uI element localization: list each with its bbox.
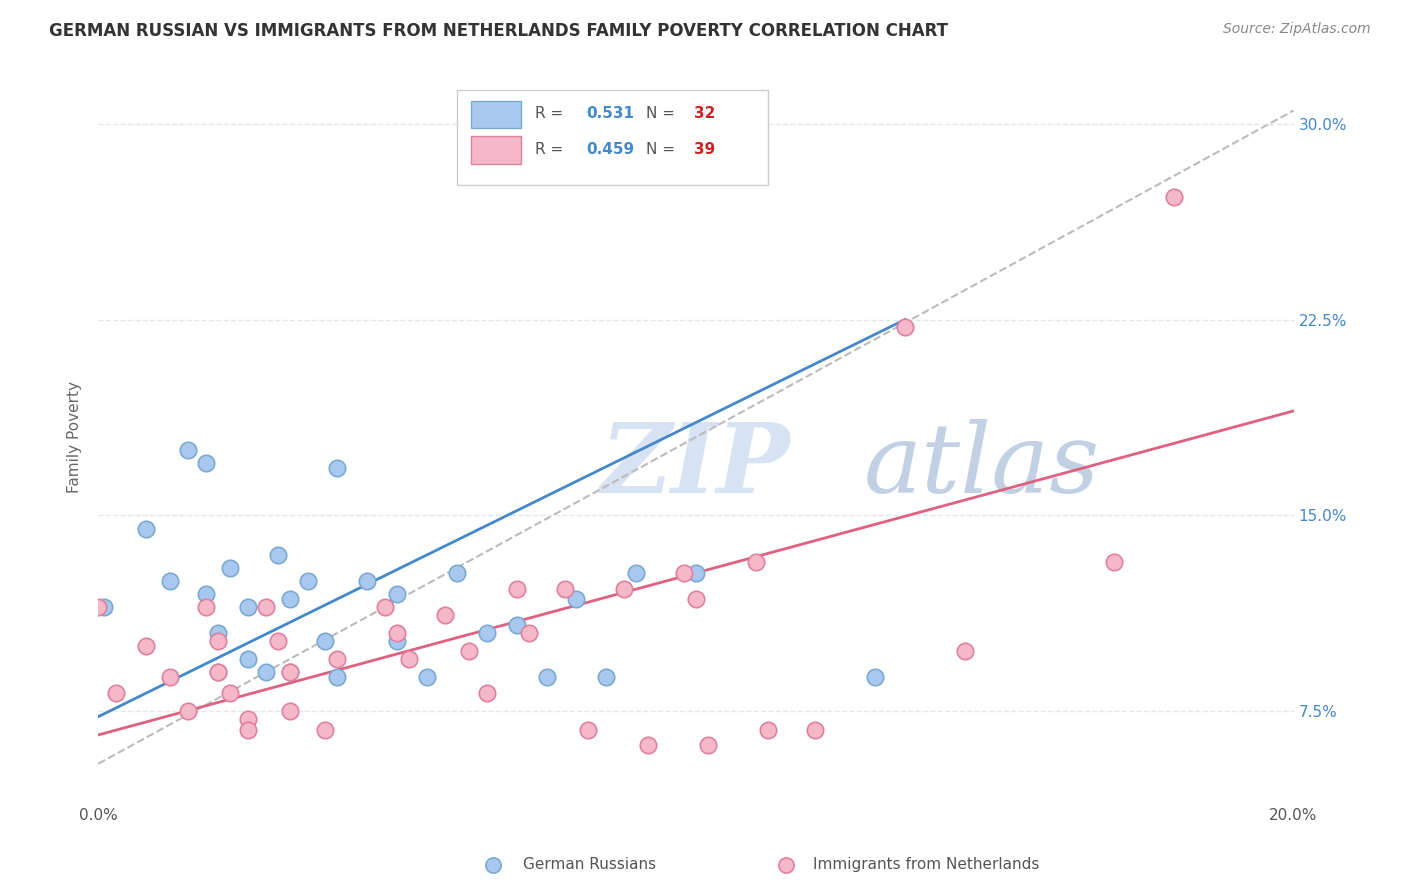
Point [697, 739, 720, 753]
Point [416, 670, 439, 684]
Text: 39: 39 [693, 142, 714, 157]
Point [278, 592, 301, 607]
Point [506, 582, 529, 596]
Point [278, 665, 301, 680]
Point [1163, 190, 1185, 204]
Point [894, 320, 917, 334]
Point [745, 556, 768, 570]
Point [517, 626, 540, 640]
Point [385, 633, 409, 648]
Text: Immigrants from Netherlands: Immigrants from Netherlands [813, 857, 1039, 872]
Point [626, 566, 648, 580]
Point [385, 626, 409, 640]
Point [565, 592, 588, 607]
Point [267, 548, 290, 562]
Point [506, 618, 529, 632]
Point [236, 599, 259, 614]
Bar [471, 101, 522, 128]
Point [207, 626, 229, 640]
Point [236, 723, 259, 737]
Point [1104, 556, 1126, 570]
Text: 0.531: 0.531 [586, 106, 634, 121]
Point [177, 443, 200, 458]
Point [207, 665, 229, 680]
Point [475, 686, 498, 700]
Point [756, 723, 779, 737]
Point [685, 566, 707, 580]
Point [278, 665, 301, 680]
Text: Source: ZipAtlas.com: Source: ZipAtlas.com [1223, 22, 1371, 37]
Point [446, 566, 468, 580]
Text: R =: R = [534, 142, 568, 157]
Point [385, 587, 409, 601]
Point [613, 582, 636, 596]
Point [267, 633, 290, 648]
Point [356, 574, 378, 588]
Text: R =: R = [534, 106, 568, 121]
Point [177, 705, 200, 719]
Point [87, 599, 110, 614]
Point [458, 644, 481, 658]
Text: N =: N = [645, 106, 679, 121]
Point [536, 670, 558, 684]
Point [554, 582, 576, 596]
Point [207, 665, 229, 680]
Point [195, 587, 218, 601]
Point [865, 670, 887, 684]
Point [434, 607, 457, 622]
Point [254, 599, 277, 614]
Point [673, 566, 696, 580]
Point [236, 652, 259, 666]
Point [326, 461, 349, 475]
Y-axis label: Family Poverty: Family Poverty [67, 381, 83, 493]
Text: N =: N = [645, 142, 679, 157]
Point [195, 599, 218, 614]
Point [93, 599, 115, 614]
Point [195, 456, 218, 470]
Point [953, 644, 976, 658]
Point [475, 626, 498, 640]
Point [374, 599, 396, 614]
Point [297, 574, 319, 588]
Bar [471, 136, 522, 164]
Text: 0.459: 0.459 [586, 142, 634, 157]
Point [219, 686, 242, 700]
Text: German Russians: German Russians [523, 857, 655, 872]
Text: ZIP: ZIP [600, 419, 790, 513]
Point [159, 670, 181, 684]
Point [236, 712, 259, 726]
Point [685, 592, 707, 607]
Point [637, 739, 659, 753]
Point [219, 560, 242, 574]
Point [278, 705, 301, 719]
Text: GERMAN RUSSIAN VS IMMIGRANTS FROM NETHERLANDS FAMILY POVERTY CORRELATION CHART: GERMAN RUSSIAN VS IMMIGRANTS FROM NETHER… [49, 22, 948, 40]
Point [254, 665, 277, 680]
Point [135, 639, 157, 653]
Point [595, 670, 617, 684]
Point [315, 723, 337, 737]
Point [326, 670, 349, 684]
Point [105, 686, 128, 700]
Text: 32: 32 [693, 106, 716, 121]
Point [159, 574, 181, 588]
Point [578, 723, 600, 737]
FancyBboxPatch shape [457, 90, 768, 185]
Point [326, 652, 349, 666]
Text: atlas: atlas [863, 419, 1099, 513]
Point [315, 633, 337, 648]
Point [804, 723, 827, 737]
Point [398, 652, 420, 666]
Point [135, 521, 157, 535]
Point [207, 633, 229, 648]
